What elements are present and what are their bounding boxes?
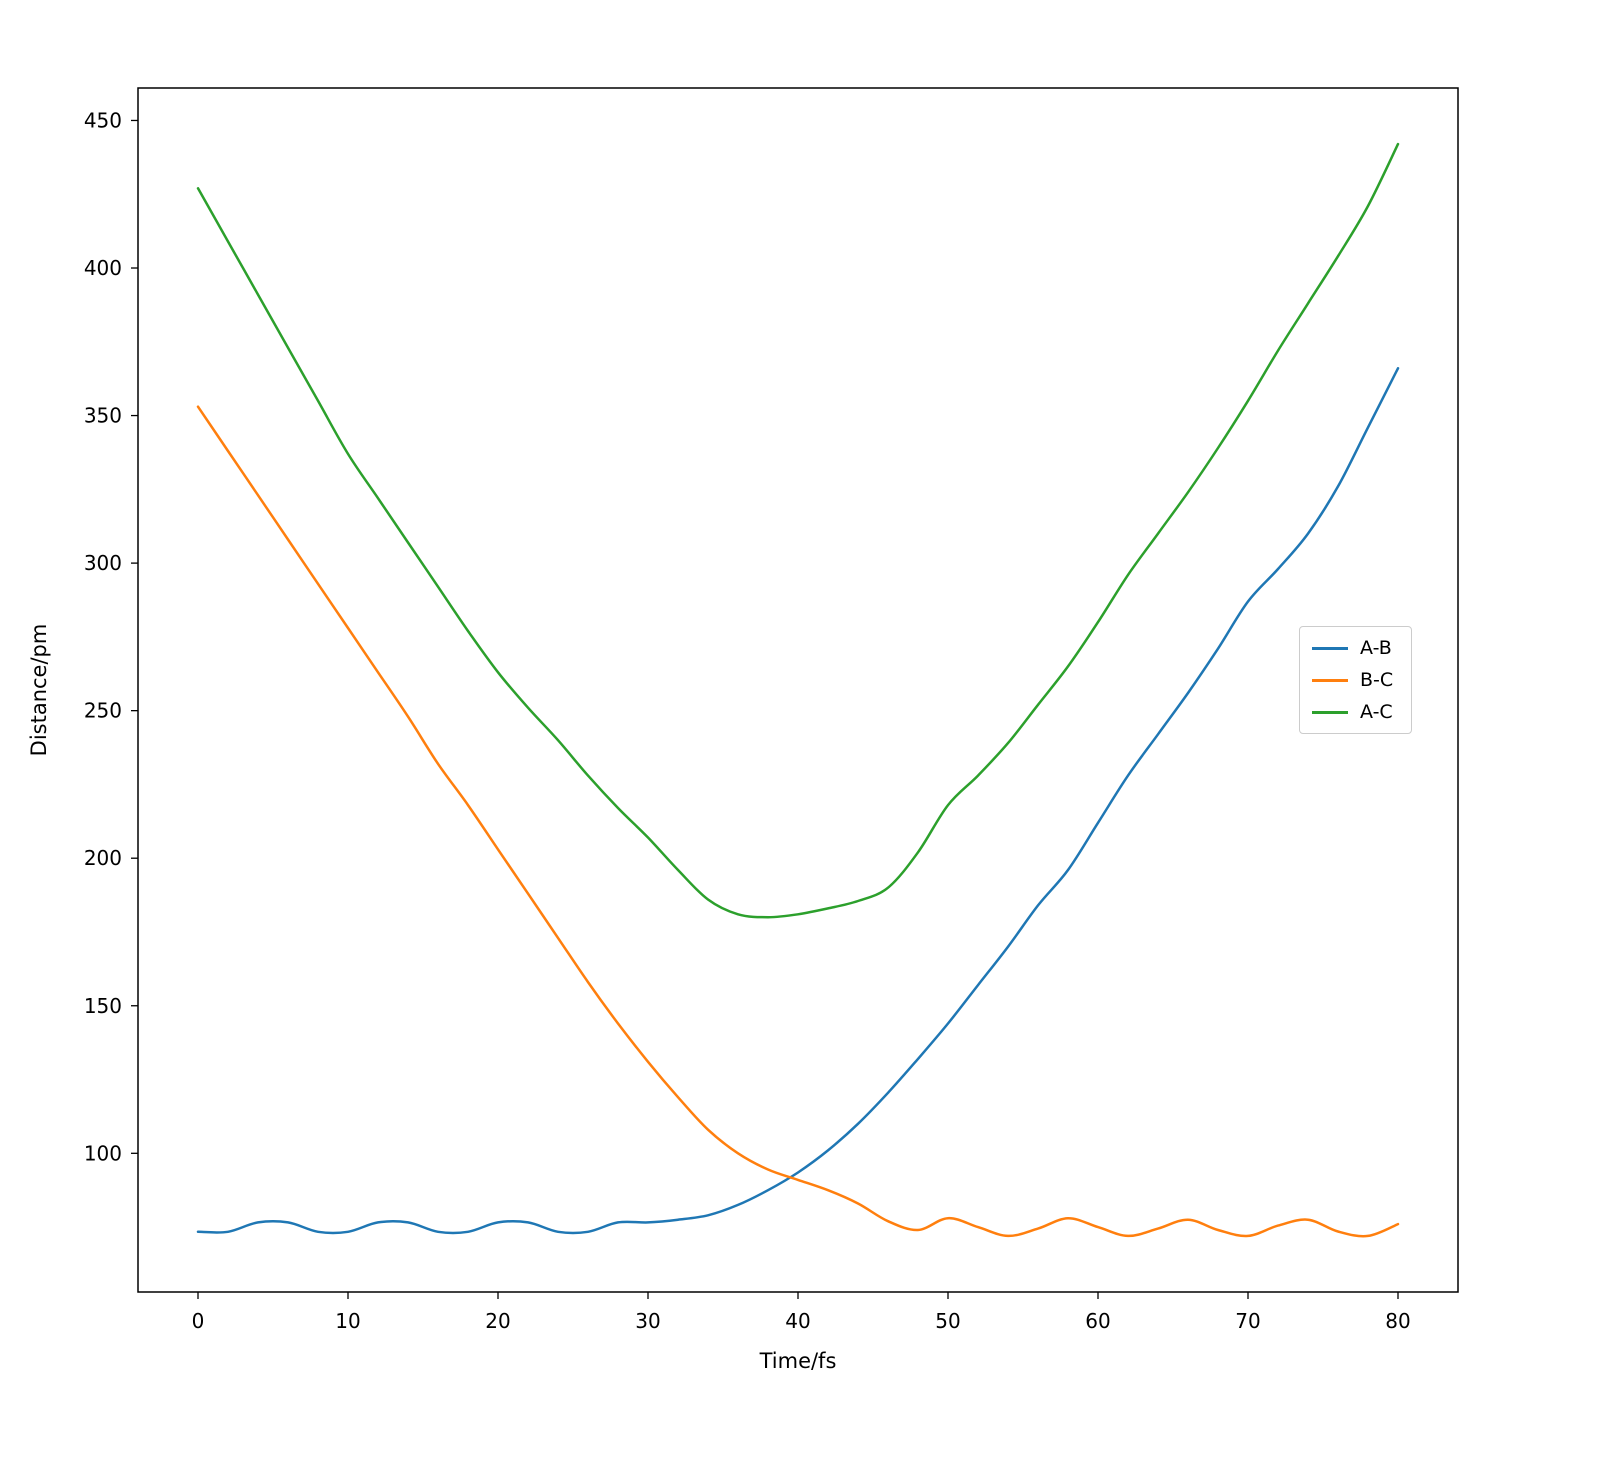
x-tick-label: 50: [935, 1309, 960, 1333]
legend-label-b-c: B-C: [1360, 669, 1394, 691]
legend-item-b-c: B-C: [1312, 669, 1393, 691]
legend-line-swatch-a-b: [1312, 646, 1348, 650]
x-tick-label: 80: [1385, 1309, 1410, 1333]
x-axis-title: Time/fs: [759, 1349, 837, 1373]
x-tick-label: 70: [1235, 1309, 1260, 1333]
y-tick-label: 300: [84, 551, 122, 575]
series-line-a-b: [196, 367, 1400, 1235]
legend-line-swatch-b-c: [1312, 678, 1348, 682]
x-tick-label: 10: [335, 1309, 360, 1333]
legend-label-a-c: A-C: [1360, 701, 1393, 723]
legend: A-B B-C A-C: [1299, 626, 1413, 734]
axes-spines: [137, 87, 1459, 1293]
x-tick-label: 0: [192, 1309, 205, 1333]
y-tick-label: 250: [84, 699, 122, 723]
y-tick-label: 200: [84, 846, 122, 870]
x-tick-label: 40: [785, 1309, 810, 1333]
legend-item-a-b: A-B: [1312, 637, 1393, 659]
y-tick-label: 150: [84, 994, 122, 1018]
x-tick-label: 20: [485, 1309, 510, 1333]
y-tick-label: 350: [84, 404, 122, 428]
series-line-b-c: [196, 405, 1400, 1238]
legend-label-a-b: A-B: [1360, 637, 1392, 659]
y-tick-label: 400: [84, 256, 122, 280]
y-tick-label: 100: [84, 1141, 122, 1165]
legend-line-swatch-a-c: [1312, 710, 1348, 714]
legend-item-a-c: A-C: [1312, 701, 1393, 723]
y-axis-title: Distance/pm: [27, 624, 51, 757]
x-tick-label: 60: [1085, 1309, 1110, 1333]
x-tick-label: 30: [635, 1309, 660, 1333]
series-line-a-c: [196, 142, 1400, 919]
y-tick-label: 450: [84, 108, 122, 132]
